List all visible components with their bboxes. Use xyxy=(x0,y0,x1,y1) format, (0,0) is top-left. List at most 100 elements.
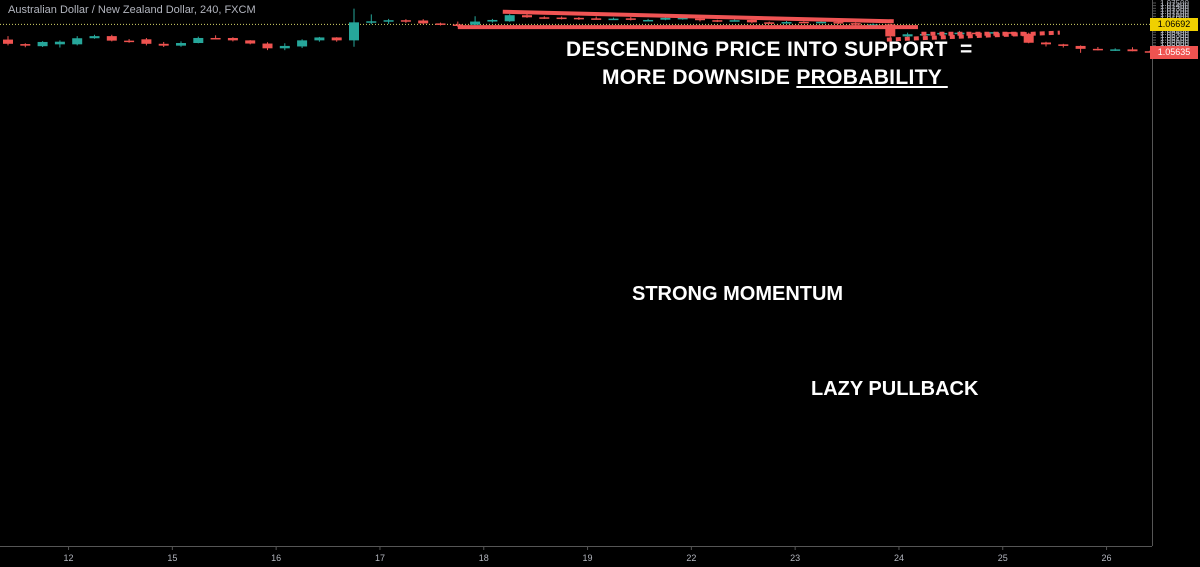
candle-body xyxy=(1092,48,1103,51)
candle-27 xyxy=(470,16,481,26)
candle-body xyxy=(106,36,117,41)
price-axis-panel xyxy=(1152,0,1200,567)
candle-body xyxy=(400,20,411,22)
candle-body xyxy=(1041,42,1051,45)
candle-body xyxy=(89,36,100,39)
candle-3 xyxy=(54,40,65,48)
candle-body xyxy=(695,18,705,21)
candle-34 xyxy=(591,16,602,20)
y-tick-label: 1.06100 xyxy=(1160,36,1189,45)
candle-body xyxy=(643,19,654,22)
headline-line2-prefix: MORE DOWNSIDE xyxy=(602,66,797,89)
candle-49 xyxy=(850,22,861,26)
candle-body xyxy=(539,17,550,19)
candle-60 xyxy=(1041,41,1051,47)
candle-body xyxy=(746,19,757,23)
candle-35 xyxy=(608,17,619,21)
x-tick-label: 12 xyxy=(64,553,74,563)
candle-64 xyxy=(1110,48,1121,51)
last-price-tag: 1.05635 xyxy=(1150,45,1198,59)
candle-body xyxy=(210,37,221,40)
time-axis-panel xyxy=(0,546,1200,567)
candle-58 xyxy=(1006,31,1017,35)
candle-body xyxy=(158,43,169,46)
candle-6 xyxy=(106,34,117,42)
headline-annotation: DESCENDING PRICE INTO SUPPORT = MORE DOW… xyxy=(520,36,1060,92)
candle-body xyxy=(435,23,446,25)
candle-body xyxy=(1127,49,1138,52)
candle-body xyxy=(141,39,152,44)
candle-13 xyxy=(227,37,238,42)
candle-body xyxy=(366,21,377,23)
candles-layer xyxy=(3,8,1155,53)
candle-body xyxy=(781,22,792,24)
candle-body xyxy=(556,17,567,20)
candle-25 xyxy=(435,22,446,26)
candle-body xyxy=(245,40,256,44)
y-tick-label: 1.06300 xyxy=(1160,31,1189,40)
candle-63 xyxy=(1092,46,1103,51)
candle-1 xyxy=(20,43,31,48)
headline-line2: MORE DOWNSIDE PROBABILITY xyxy=(520,64,1060,92)
candle-body xyxy=(816,21,827,24)
candle-body xyxy=(660,17,671,20)
y-tick-label: 1.07400 xyxy=(1160,2,1189,11)
candle-61 xyxy=(1058,43,1069,48)
candle-body xyxy=(54,41,65,45)
candle-body xyxy=(1110,49,1121,51)
candle-22 xyxy=(383,18,394,24)
candle-body xyxy=(1144,51,1155,53)
candle-body xyxy=(418,20,429,24)
x-tick-label: 15 xyxy=(167,553,177,563)
candle-18 xyxy=(314,36,325,42)
candle-37 xyxy=(643,18,654,22)
candle-body xyxy=(176,43,186,46)
y-tick-label: 1.07200 xyxy=(1160,7,1189,16)
candle-20 xyxy=(349,8,359,47)
symbol-title: Australian Dollar / New Zealand Dollar, … xyxy=(8,4,256,16)
y-tick-label: 1.06000 xyxy=(1160,39,1189,48)
candle-body xyxy=(227,37,238,41)
candle-52 xyxy=(902,32,913,38)
candle-body xyxy=(764,22,775,24)
candle-7 xyxy=(124,39,135,43)
drawings-layer xyxy=(457,9,1060,42)
candle-44 xyxy=(764,21,775,24)
candle-10 xyxy=(176,41,186,47)
candle-body xyxy=(349,22,359,41)
candle-body xyxy=(798,21,809,24)
candle-body xyxy=(1023,33,1034,43)
candle-body xyxy=(625,18,636,20)
x-tick-label: 26 xyxy=(1102,553,1112,563)
x-tick-label: 25 xyxy=(998,553,1008,563)
candle-46 xyxy=(798,21,809,24)
candle-11 xyxy=(193,36,204,44)
x-tick-label: 23 xyxy=(790,553,800,563)
y-tick-label: 1.05900 xyxy=(1160,41,1189,50)
candle-body xyxy=(20,44,31,46)
x-tick-label: 16 xyxy=(271,553,281,563)
candle-65 xyxy=(1127,47,1138,52)
candle-body xyxy=(608,18,619,21)
candle-body xyxy=(833,22,844,24)
candle-body xyxy=(885,24,896,37)
candle-body xyxy=(677,17,688,20)
candle-body xyxy=(314,37,325,41)
y-tick-label: 1.06200 xyxy=(1160,33,1189,42)
candle-body xyxy=(729,20,740,22)
candle-body xyxy=(297,40,308,47)
candle-9 xyxy=(158,41,169,47)
candle-17 xyxy=(297,39,308,49)
candle-0 xyxy=(3,36,13,46)
strong-momentum-label: STRONG MOMENTUM xyxy=(632,283,844,305)
candle-62 xyxy=(1075,45,1086,53)
y-tick-label: 1.07300 xyxy=(1160,4,1189,13)
candle-15 xyxy=(262,42,273,51)
descending-trendline xyxy=(502,9,894,24)
candle-body xyxy=(1075,45,1086,49)
candle-24 xyxy=(418,19,429,25)
headline-probability: PROBABILITY xyxy=(796,66,948,89)
candle-8 xyxy=(141,37,152,46)
